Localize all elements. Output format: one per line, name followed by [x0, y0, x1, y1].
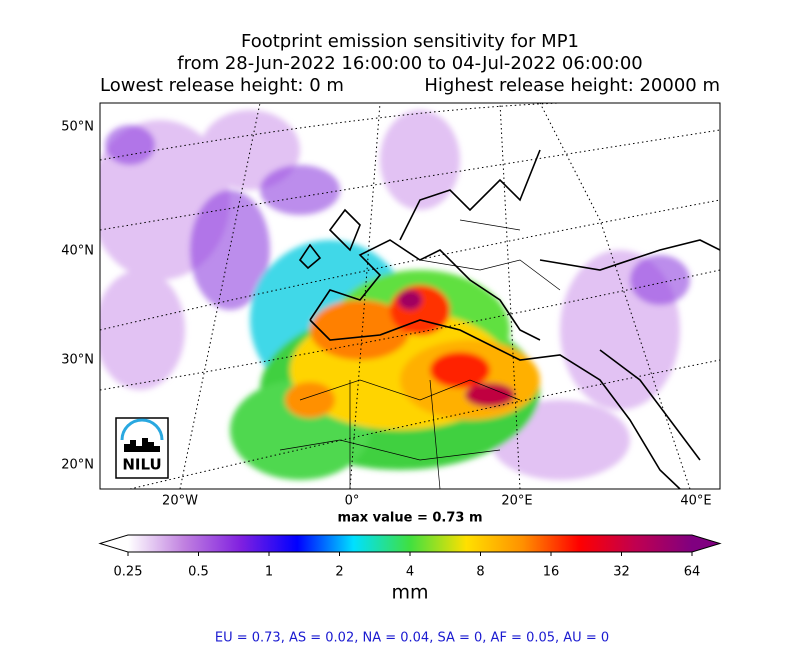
lat-label: 30°N — [61, 353, 94, 368]
lat-label: 40°N — [61, 244, 94, 259]
map: NILU — [100, 103, 720, 489]
colorbar-tick-label: 8 — [476, 565, 484, 580]
colorbar-tick-label: 64 — [684, 565, 701, 580]
colorbar-tick-label: 1 — [265, 565, 273, 580]
lat-labels: 50°N 40°N 30°N 20°N — [61, 120, 94, 473]
colorbar: 0.25 0.5 1 2 4 8 16 32 64 — [98, 534, 722, 580]
max-value: max value = 0.73 m — [337, 511, 482, 526]
colorbar-tick-label: 0.5 — [188, 565, 209, 580]
colorbar-tick-label: 0.25 — [114, 565, 143, 580]
colorbar-tick-label: 32 — [613, 565, 630, 580]
footer: EU = 0.73, AS = 0.02, NA = 0.04, SA = 0,… — [215, 631, 609, 646]
lon-label: 40°E — [680, 494, 711, 509]
colorbar-extend-high — [692, 535, 720, 552]
lon-label: 0° — [345, 494, 360, 509]
lon-labels: 20°W 0° 20°E 40°E — [162, 494, 712, 509]
colorbar-body — [128, 535, 692, 552]
colorbar-tick-label: 4 — [406, 565, 414, 580]
colorbar-tick-label: 2 — [335, 565, 343, 580]
colorbar-tick-label: 16 — [543, 565, 560, 580]
lat-label: 50°N — [61, 120, 94, 135]
colorbar-label: mm — [391, 582, 428, 604]
lon-label: 20°W — [162, 494, 198, 509]
title-line: Footprint emission sensitivity for MP1 — [241, 31, 579, 52]
title-line: from 28-Jun-2022 16:00:00 to 04-Jul-2022… — [177, 53, 643, 74]
logo-text: NILU — [122, 456, 161, 474]
logo: NILU — [115, 417, 169, 479]
coastlines — [279, 149, 720, 489]
plume — [100, 110, 690, 480]
title-left: Lowest release height: 0 m — [100, 75, 344, 96]
title-right: Highest release height: 20000 m — [424, 75, 720, 96]
lat-label: 20°N — [61, 458, 94, 473]
colorbar-extend-low — [100, 535, 128, 552]
map-frame — [99, 102, 721, 490]
lon-label: 20°E — [501, 494, 532, 509]
